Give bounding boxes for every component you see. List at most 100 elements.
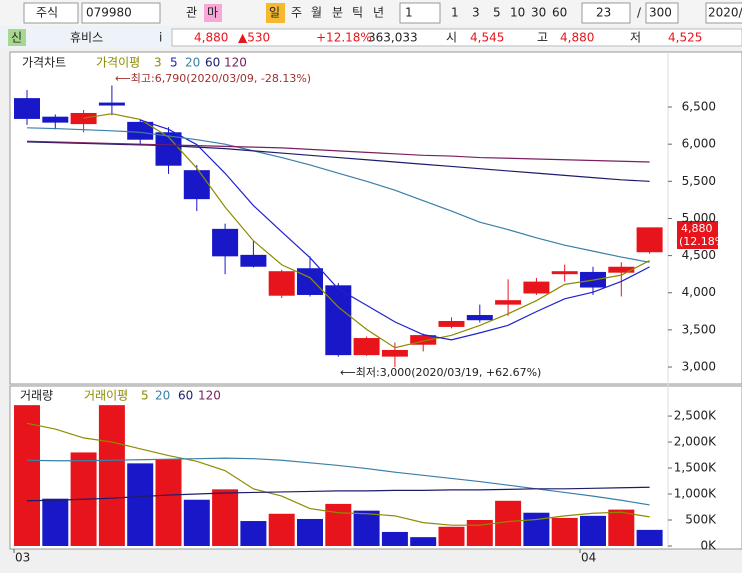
candle-body bbox=[466, 315, 493, 321]
moving-average bbox=[26, 457, 650, 506]
candle-body bbox=[212, 228, 239, 257]
candle-body bbox=[438, 320, 465, 327]
moving-average bbox=[26, 140, 650, 163]
max-input[interactable] bbox=[645, 2, 679, 24]
moving-average bbox=[26, 422, 650, 526]
interval-button: 5 bbox=[493, 6, 501, 20]
volume-bar bbox=[495, 500, 522, 546]
count-input[interactable] bbox=[581, 2, 631, 24]
toolbar-item: 079980 bbox=[86, 6, 132, 20]
candle-body bbox=[636, 227, 663, 253]
candle-body bbox=[381, 349, 408, 357]
moving-average bbox=[140, 119, 650, 341]
candle-body bbox=[325, 285, 352, 356]
info-change: ▲530 bbox=[238, 31, 270, 45]
toolbar-item: 관 bbox=[186, 6, 197, 20]
legend-entry: 5 bbox=[170, 56, 178, 70]
info-open: 4,545 bbox=[470, 31, 504, 45]
y-tick-label: 4,000 bbox=[682, 285, 716, 299]
panel-title: 거래량 bbox=[20, 389, 53, 403]
volume-bar bbox=[636, 529, 663, 546]
info-high: 4,880 bbox=[560, 31, 594, 45]
y-tick-label: 500K bbox=[685, 513, 717, 527]
legend-entry: 120 bbox=[224, 56, 247, 70]
high-annotation: ⟵최고:6,790(2020/03/09, -28.13%) bbox=[115, 72, 311, 85]
period-button: 월 bbox=[311, 6, 322, 20]
info-low: 4,525 bbox=[668, 31, 702, 45]
ma-label: 가격이평 bbox=[96, 56, 140, 70]
y-tick-label: 2,000K bbox=[674, 435, 717, 449]
moving-average bbox=[26, 486, 650, 502]
quote-bar bbox=[171, 28, 742, 47]
legend-entry: 3 bbox=[154, 56, 162, 70]
info-market: 신 bbox=[11, 31, 22, 45]
volume-bar bbox=[608, 509, 635, 546]
code-input[interactable] bbox=[81, 2, 161, 24]
period-button: 분 bbox=[332, 6, 343, 20]
legend-entry: 5 bbox=[141, 389, 149, 403]
last-price-box bbox=[677, 221, 718, 249]
day-button[interactable] bbox=[266, 3, 285, 23]
y-tick-label: 5,000 bbox=[682, 211, 716, 225]
volume-bar bbox=[240, 521, 267, 546]
candle-body bbox=[268, 271, 295, 296]
info-high-label: 고 bbox=[537, 31, 548, 45]
legend-entry: 60 bbox=[178, 389, 193, 403]
info-low-label: 저 bbox=[630, 31, 641, 45]
candle-body bbox=[70, 112, 97, 125]
candle-body bbox=[608, 266, 635, 273]
date-input[interactable] bbox=[705, 2, 742, 24]
volume-bar bbox=[353, 510, 380, 546]
volume-bar bbox=[127, 463, 154, 546]
candle-body bbox=[523, 281, 550, 294]
ma-button[interactable] bbox=[204, 4, 222, 22]
y-tick-label: 3,500 bbox=[682, 322, 716, 336]
unit-select[interactable] bbox=[399, 2, 441, 24]
legend-entry: 60 bbox=[205, 56, 220, 70]
toolbar-item: 300 bbox=[649, 6, 672, 20]
volume-bar bbox=[42, 498, 69, 546]
volume-bar bbox=[268, 513, 295, 546]
toolbar-item: 주식 bbox=[36, 6, 58, 20]
volume-bar bbox=[438, 526, 465, 546]
last-price: 4,880 bbox=[681, 222, 713, 235]
period-button: 틱 bbox=[352, 6, 363, 20]
volume-bar bbox=[183, 499, 210, 546]
y-tick-label: 5,500 bbox=[682, 174, 716, 188]
candle-body bbox=[14, 98, 40, 119]
candle-body bbox=[183, 170, 210, 200]
moving-average bbox=[26, 127, 650, 263]
interval-button: 10 bbox=[510, 6, 525, 20]
info-volume: 363,033 bbox=[368, 31, 418, 45]
info-open-label: 시 bbox=[446, 31, 457, 45]
volume-bar bbox=[551, 517, 578, 546]
volume-bar bbox=[14, 405, 40, 546]
candle-body bbox=[551, 271, 578, 275]
toolbar-item: / bbox=[637, 6, 642, 20]
volume-bar bbox=[155, 459, 182, 546]
period-button: 일 bbox=[269, 6, 280, 20]
candle-body bbox=[42, 116, 69, 123]
panel-title: 가격차트 bbox=[22, 56, 66, 70]
candle-body bbox=[410, 335, 437, 345]
market-select[interactable] bbox=[23, 2, 79, 24]
info-icon: i bbox=[159, 31, 162, 45]
last-rate: (12.18%) bbox=[679, 235, 730, 248]
candle-body bbox=[495, 300, 522, 305]
toolbar-item: 2020/ bbox=[708, 6, 742, 20]
candle-body bbox=[240, 254, 267, 267]
volume-bar bbox=[325, 503, 352, 546]
y-tick-label: 6,000 bbox=[682, 137, 716, 151]
volume-bar bbox=[381, 531, 408, 546]
y-tick-label: 1,500K bbox=[674, 461, 717, 475]
candle-body bbox=[98, 102, 125, 106]
interval-button: 60 bbox=[552, 6, 567, 20]
low-annotation: ⟵최저:3,000(2020/03/19, +62.67%) bbox=[340, 366, 541, 379]
period-button: 년 bbox=[373, 6, 384, 20]
info-price: 4,880 bbox=[194, 31, 228, 45]
moving-average bbox=[26, 141, 650, 182]
x-tick-label: 03 bbox=[15, 551, 30, 565]
interval-button: 30 bbox=[531, 6, 546, 20]
